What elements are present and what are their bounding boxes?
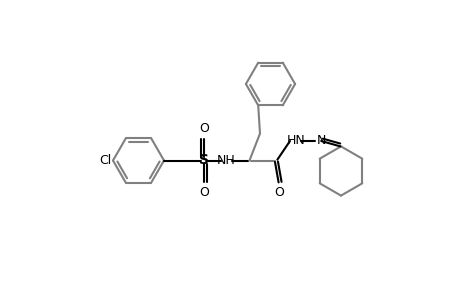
Text: Cl: Cl [99, 154, 111, 167]
Text: N: N [316, 134, 326, 148]
Text: O: O [274, 186, 284, 199]
Text: O: O [199, 122, 209, 135]
Text: NH: NH [216, 154, 235, 167]
Text: HN: HN [286, 134, 305, 148]
Text: O: O [199, 186, 209, 199]
Text: S: S [199, 154, 209, 167]
